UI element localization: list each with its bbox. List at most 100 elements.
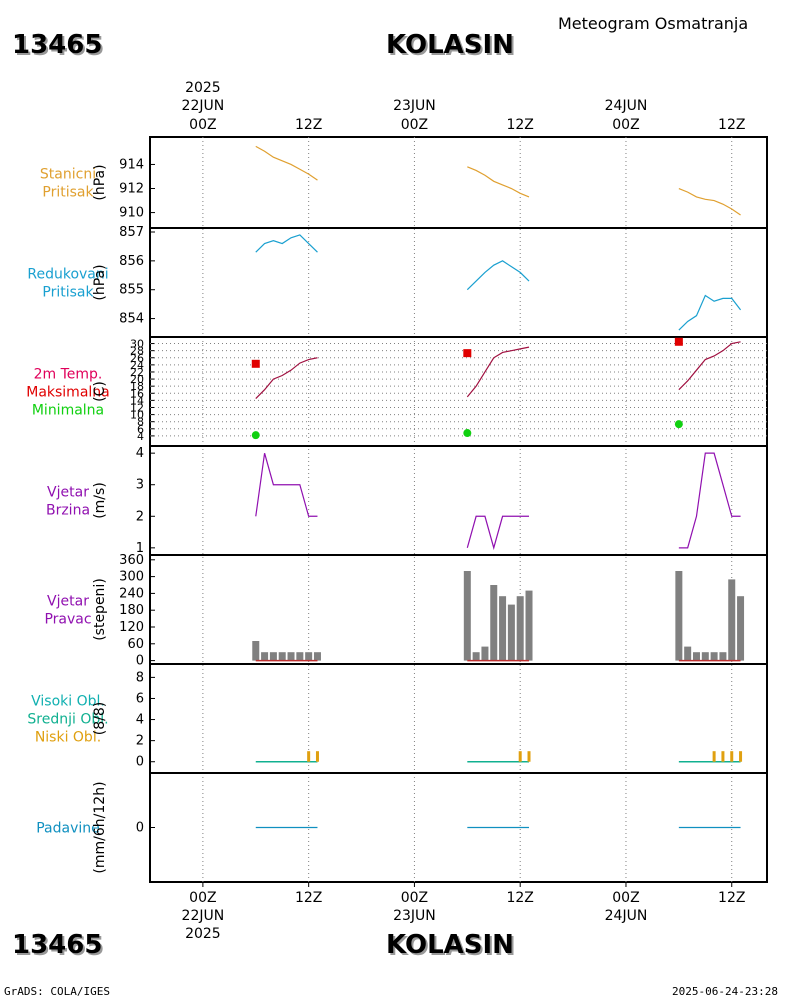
reduced-pressure-ylabel: (hPa) [92,264,108,300]
time-tick-top: 00Z [612,117,639,133]
low-cloud-bar [730,751,734,762]
wind-speed-ytick-label: 3 [136,478,144,493]
wind-direction-bar [684,646,692,661]
date-label-top: 23JUN [393,98,436,114]
temperature-ytick-label: 22 [130,366,144,379]
wind-direction-bar [269,652,277,661]
wind-speed-ylabel: (m/s) [92,482,108,519]
date-label-bottom: 23JUN [393,908,436,924]
temperature-ytick-label: 4 [137,430,144,443]
cloud-cover-ylabel: (8/8) [92,702,108,735]
low-cloud-bar [712,751,716,762]
wind-direction-ytick-label: 120 [119,620,144,635]
low-cloud-bar [307,751,311,762]
wind-direction-bar [525,590,533,661]
time-tick-top: 12Z [506,117,533,133]
reduced-pressure-ytick-label: 856 [119,254,144,269]
temperature-ytick-label: 26 [130,352,144,365]
wind-direction-bar [252,641,260,661]
wind-direction-bar [463,571,471,661]
station-pressure-ytick-label: 914 [119,157,144,172]
cloud-cover-ytick-label: 8 [136,670,144,685]
tmin-marker [251,431,260,440]
cloud-cover-label: Niski Obl. [35,730,101,746]
timestamp-text: 2025-06-24-23:28 [672,985,778,998]
temperature-ytick-label: 8 [137,416,144,429]
station-pressure-ytick-label: 910 [119,206,144,221]
wind-direction-bar [313,652,321,661]
wind-direction-bar [296,652,304,661]
temperature-ytick-label: 24 [130,359,144,372]
temperature-series-line [255,357,318,400]
time-tick-top: 12Z [295,117,322,133]
wind-direction-bar [507,604,515,661]
station-name-top: KOLASIN [386,30,514,60]
wind-direction-ytick-label: 180 [119,603,144,618]
chart-frame [149,136,768,883]
precipitation-ytick-label: 0 [136,821,144,836]
reduced-pressure-series-line [678,294,742,331]
low-cloud-bar [518,751,522,762]
station-pressure-series-line [255,145,318,181]
precipitation-label: Padavine [36,821,100,837]
wind-direction-ytick-label: 60 [127,637,144,652]
station-pressure-series-line [467,166,530,198]
tmax-marker [463,349,472,358]
wind-direction-label: Vjetar [47,594,89,610]
wind-speed-series-line [255,452,318,517]
station-name-bottom: KOLASIN [386,930,514,960]
wind-speed-label: Vjetar [47,485,89,501]
wind-direction-bar [675,571,683,661]
cloud-cover-ytick-label: 0 [136,755,144,770]
precipitation-ylabel: (mm/6h/12h) [92,781,108,873]
cloud-cover-label: Srednji Obl. [27,712,108,728]
wind-direction-bar [305,652,313,661]
wind-direction-ytick-label: 240 [119,586,144,601]
wind-direction-ytick-label: 360 [119,553,144,568]
time-tick-bottom: 12Z [506,890,533,906]
time-tick-bottom: 00Z [189,890,216,906]
time-tick-bottom: 12Z [295,890,322,906]
reduced-pressure-ytick-label: 854 [119,312,144,327]
wind-direction-bar [719,652,727,661]
station-id-bottom: 13465 [12,930,103,960]
temperature-ytick-label: 20 [130,373,144,386]
temperature-label: Maksimalna [26,385,110,401]
time-tick-top: 12Z [718,117,745,133]
wind-direction-bar [261,652,269,661]
time-tick-bottom: 00Z [612,890,639,906]
wind-direction-bar [472,652,480,661]
temperature-label: 2m Temp. [34,367,103,383]
low-cloud-bar [721,751,725,762]
temperature-ytick-label: 14 [130,394,144,407]
temperature-ytick-label: 6 [137,423,144,436]
cloud-cover-ytick-label: 6 [136,691,144,706]
product-title: Meteogram Osmatranja [558,14,749,33]
station-id-top: 13465 [12,30,103,60]
low-cloud-bar [527,751,531,762]
credit-text: GrADS: COLA/IGES [4,985,110,998]
temperature-series-line [678,341,741,391]
wind-speed-label: Brzina [46,503,90,519]
temperature-ytick-label: 16 [130,387,144,400]
tmin-marker [674,420,683,429]
wind-speed-ytick-label: 1 [136,541,144,556]
station-pressure-ytick-label: 912 [119,182,144,197]
wind-direction-bar [728,579,736,661]
wind-direction-label: Pravac [44,612,91,628]
temperature-label: Minimalna [32,403,104,419]
wind-direction-bar [710,652,718,661]
wind-direction-bar [278,652,286,661]
wind-direction-bar [481,646,489,661]
reduced-pressure-ytick-label: 857 [119,225,144,240]
cloud-cover-ytick-label: 4 [136,713,144,728]
reduced-pressure-series-line [466,260,530,291]
station-pressure-series-line [678,187,741,216]
low-cloud-bar [315,751,319,762]
time-tick-top: 00Z [401,117,428,133]
temperature-ytick-label: 12 [130,401,144,414]
wind-direction-bar [701,652,709,661]
low-cloud-bar [739,751,743,762]
reduced-pressure-series-line [255,234,318,253]
station-pressure-label: Stanicni [40,167,96,183]
